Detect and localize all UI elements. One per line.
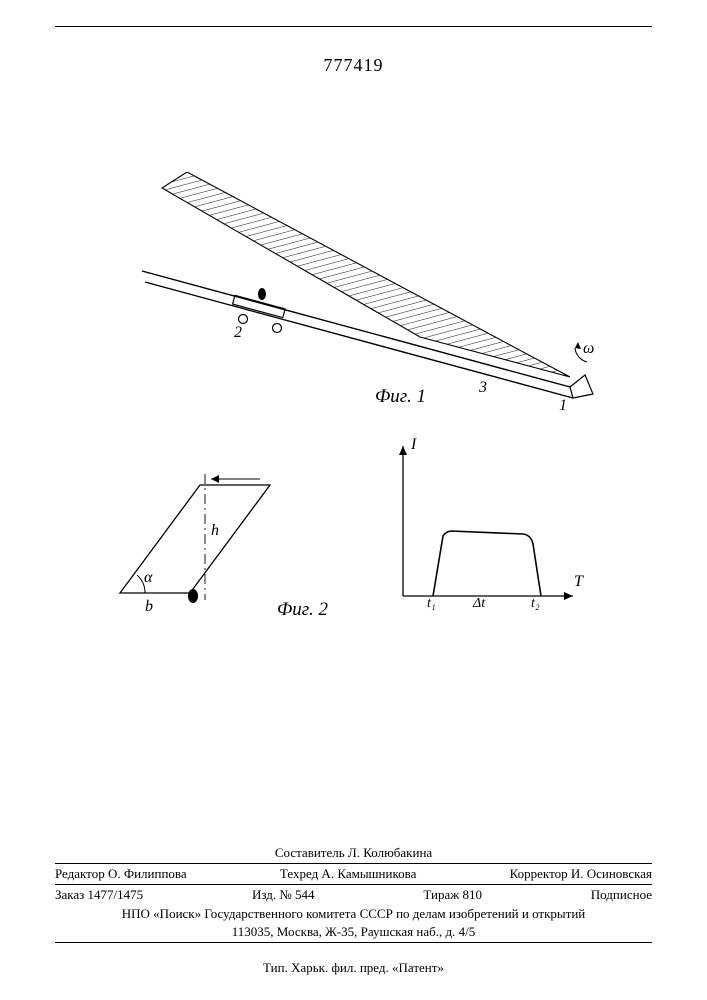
document-number: 777419 [0, 55, 707, 76]
fig1-omega: ω [583, 340, 594, 358]
fig2-t2: t₂ [531, 596, 540, 612]
typography-line: Тип. Харьк. фил. пред. «Патент» [0, 960, 707, 976]
fig2-h: h [211, 522, 219, 540]
techred: Техред А. Камышникова [280, 866, 416, 882]
fig2-xaxis: T [574, 573, 583, 591]
footer-rule-1 [55, 863, 652, 864]
footer-rule-3 [55, 942, 652, 943]
fig1-mark-3: 3 [479, 379, 487, 397]
edition-number: Изд. № 544 [252, 887, 315, 903]
footer-row-order: Заказ 1477/1475 Изд. № 544 Тираж 810 Под… [55, 887, 652, 903]
fig1-label: Фиг. 1 [375, 386, 426, 408]
tirazh: Тираж 810 [423, 887, 482, 903]
footer-row-roles: Редактор О. Филиппова Техред А. Камышник… [55, 866, 652, 882]
fig1-mark-1: 1 [559, 397, 567, 415]
compiler-line: Составитель Л. Колюбакина [55, 845, 652, 861]
figures-area: 1 2 3 ω Фиг. 1 α b h [115, 172, 600, 620]
fig2-t1: t₁ [427, 596, 436, 612]
footer-rule-2 [55, 884, 652, 885]
fig2-label: Фиг. 2 [277, 599, 328, 621]
order-number: Заказ 1477/1475 [55, 887, 143, 903]
fig2-b: b [145, 598, 153, 616]
fig1-svg [115, 172, 600, 417]
top-rule [55, 26, 652, 27]
fig2-left-svg [115, 468, 280, 618]
fig2-alpha: α [144, 569, 152, 587]
fig2-yaxis: I [411, 436, 416, 454]
editor: Редактор О. Филиппова [55, 866, 187, 882]
address1: НПО «Поиск» Государственного комитета СС… [55, 906, 652, 922]
corrector: Корректор И. Осиновская [510, 866, 652, 882]
page: 777419 [0, 0, 707, 1000]
fig1-mark-2: 2 [234, 324, 242, 342]
subscription: Подписное [591, 887, 652, 903]
address2: 113035, Москва, Ж-35, Раушская наб., д. … [55, 924, 652, 940]
fig2-dt: Δt [473, 596, 485, 612]
footer-block: Составитель Л. Колюбакина Редактор О. Фи… [55, 843, 652, 945]
fig2-right-svg [373, 436, 583, 621]
